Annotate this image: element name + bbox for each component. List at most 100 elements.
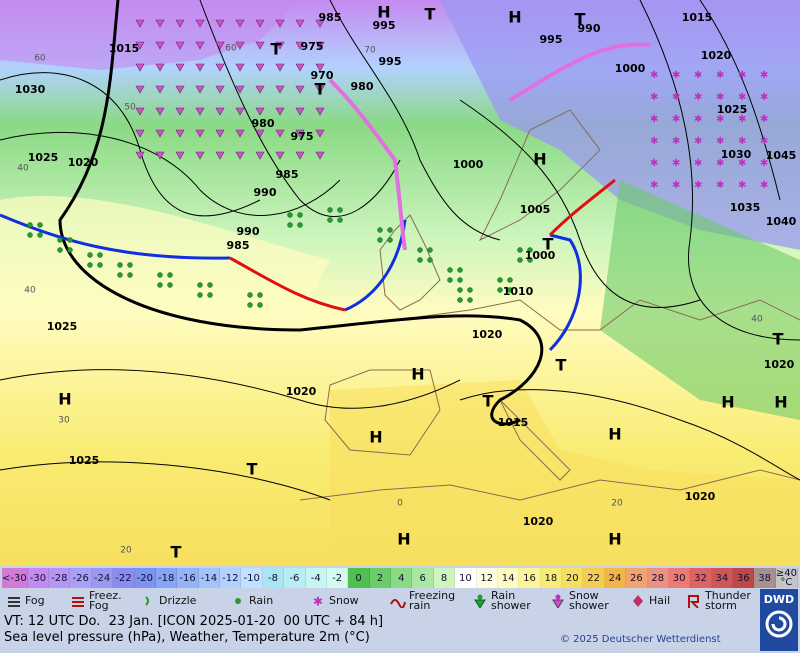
- rain-symbol: [457, 297, 463, 303]
- snow-shower-symbol: [155, 41, 165, 50]
- scale-cell: 32: [690, 568, 712, 588]
- cold-front: [0, 213, 231, 260]
- rain-symbol: [447, 267, 453, 273]
- pressure-center: T: [773, 330, 784, 349]
- snow-shower-symbol: [295, 129, 305, 138]
- isobars: [0, 0, 800, 501]
- snow-shower-symbol: [295, 151, 305, 160]
- isobar-1020: [58, 0, 544, 426]
- legend-label: Freez. Fog: [89, 589, 122, 612]
- legend-label: Hail: [649, 594, 671, 607]
- rain-symbol: [427, 257, 433, 263]
- pressure-center: H: [533, 150, 546, 169]
- scale-cell: 28: [647, 568, 669, 588]
- rain-symbol: [467, 287, 473, 293]
- snow-shower-symbol: [275, 85, 285, 94]
- logo-icon: [765, 610, 793, 638]
- pressure-center: H: [397, 530, 410, 549]
- legend-icon: ✱: [313, 595, 323, 609]
- snow-shower-symbol: [135, 19, 145, 28]
- legend-label: Snow shower: [569, 589, 609, 612]
- rain-symbol: [337, 207, 343, 213]
- pressure-center: T: [271, 40, 282, 59]
- rain-symbol: [57, 237, 63, 243]
- snow-shower-symbol: [235, 41, 245, 50]
- rain-symbol: [197, 282, 203, 288]
- legend-icon: [72, 597, 84, 607]
- snow-shower-symbol: [135, 107, 145, 116]
- scale-cell: -30: [27, 568, 50, 588]
- isobar-label: 1010: [503, 285, 534, 298]
- isobar-label: 1025: [28, 151, 59, 164]
- snow-symbol: ✱: [738, 92, 746, 103]
- isobar-label: 1015: [682, 11, 713, 24]
- snow-shower-symbol: [175, 85, 185, 94]
- snow-symbol: ✱: [672, 114, 680, 125]
- scale-cell: ≥40 °C: [775, 568, 798, 588]
- snow-shower-symbol: [195, 19, 205, 28]
- snow-shower-symbol: [235, 129, 245, 138]
- legend-icon: [235, 598, 241, 604]
- snow-shower-symbol: [155, 151, 165, 160]
- rain-symbol: [57, 247, 63, 253]
- snow-shower-symbol: [315, 107, 325, 116]
- legend-item: Rain shower: [472, 589, 537, 613]
- rain-symbol: [297, 212, 303, 218]
- rain-symbol: [257, 292, 263, 298]
- legend-label: Thunder storm: [705, 589, 751, 612]
- isobar-label: 990: [237, 225, 260, 238]
- pressure-center: H: [608, 530, 621, 549]
- rain-symbol: [327, 217, 333, 223]
- pressure-center: T: [543, 235, 554, 254]
- dwd-logo: DWD: [760, 589, 798, 651]
- scale-cell: 0: [348, 568, 370, 588]
- rain-symbol: [297, 222, 303, 228]
- snow-symbol: ✱: [650, 180, 658, 191]
- rain-symbol: [157, 272, 163, 278]
- pressure-center: T: [556, 356, 567, 375]
- scale-cell: 16: [519, 568, 541, 588]
- snow-symbol: ✱: [738, 70, 746, 81]
- snow-shower-symbol: [315, 63, 325, 72]
- snow-shower-symbol: [135, 85, 145, 94]
- legend-item: Freezing rain: [390, 589, 455, 613]
- snow-shower-symbol: [255, 151, 265, 160]
- legend-item: Snow shower: [550, 589, 615, 613]
- rain-symbol: [37, 232, 43, 238]
- legend-icon: [390, 599, 406, 608]
- rain-symbol: [207, 282, 213, 288]
- snow-symbol: ✱: [694, 92, 702, 103]
- rain-symbol: [527, 247, 533, 253]
- rain-symbol: [457, 277, 463, 283]
- snow-shower-symbol: [215, 107, 225, 116]
- svg-text:✱: ✱: [313, 595, 323, 609]
- snow-shower-symbol: [275, 129, 285, 138]
- coastlines: [299, 109, 800, 501]
- snow-symbol: ✱: [760, 180, 768, 191]
- snow-shower-symbol: [275, 19, 285, 28]
- scale-cell: 2: [369, 568, 392, 588]
- pressure-center: T: [483, 392, 494, 411]
- snow-symbol: ✱: [738, 180, 746, 191]
- isotherm-label: 30: [58, 416, 70, 426]
- rain-symbol: [457, 287, 463, 293]
- snow-shower-symbol: [275, 41, 285, 50]
- rain-symbol: [517, 247, 523, 253]
- isobar-label: 1025: [47, 320, 78, 333]
- snow-symbol: ✱: [672, 158, 680, 169]
- isobar-label: 1020: [286, 385, 317, 398]
- snow-shower-symbol: [215, 19, 225, 28]
- snow-shower-symbol: [135, 129, 145, 138]
- rain-symbol: [377, 237, 383, 243]
- legend-icon: [474, 594, 486, 608]
- pressure-center: T: [425, 5, 436, 24]
- warm-area: [0, 195, 330, 320]
- warm-front: [548, 178, 616, 237]
- rain-symbol: [37, 222, 43, 228]
- snow-symbol: ✱: [650, 92, 658, 103]
- snow-shower-symbol: [255, 41, 265, 50]
- occluded-front: [328, 78, 407, 251]
- legend-label: Rain shower: [491, 589, 531, 612]
- snow-shower-symbol: [155, 63, 165, 72]
